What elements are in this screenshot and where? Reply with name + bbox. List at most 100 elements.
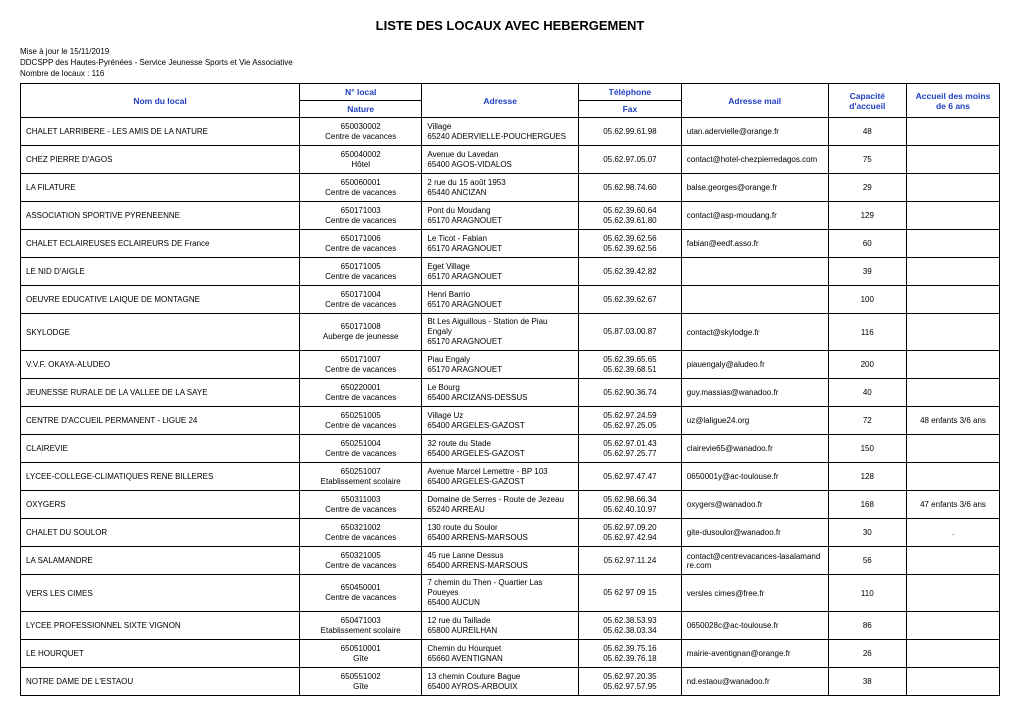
table-body: CHALET LARRIBERE - LES AMIS DE LA NATURE… — [21, 118, 1000, 696]
table-row: LYCEE PROFESSIONNEL SIXTE VIGNON65047100… — [21, 612, 1000, 640]
cell-nom: LE NID D'AIGLE — [21, 258, 300, 286]
cell-capacite: 129 — [828, 202, 906, 230]
cell-capacite: 128 — [828, 463, 906, 491]
cell-adresse: Eget Village65170 ARAGNOUET — [422, 258, 579, 286]
cell-tel-fax: 05.62.97.01.4305.62.97.25.77 — [579, 435, 682, 463]
cell-accueil — [906, 174, 999, 202]
cell-adresse: 12 rue du Taillade65800 AUREILHAN — [422, 612, 579, 640]
table-row: CHALET DU SOULOR650321002Centre de vacan… — [21, 519, 1000, 547]
cell-capacite: 60 — [828, 230, 906, 258]
table-row: VERS LES CIMES650450001Centre de vacance… — [21, 575, 1000, 612]
cell-adresse: Bt Les Aiguillous - Station de Piau Enga… — [422, 314, 579, 351]
meta-updated: Mise à jour le 15/11/2019 — [20, 47, 1000, 58]
th-num: N° local — [300, 84, 422, 101]
cell-num-nature: 650251004Centre de vacances — [300, 435, 422, 463]
cell-accueil — [906, 286, 999, 314]
cell-adresse: 32 route du Stade65400 ARGELES-GAZOST — [422, 435, 579, 463]
cell-nom: CHALET DU SOULOR — [21, 519, 300, 547]
cell-tel-fax: 05.62.39.62.5605.62.39.62.56 — [579, 230, 682, 258]
cell-mail: guy.massias@wanadoo.fr — [681, 379, 828, 407]
cell-accueil — [906, 202, 999, 230]
locaux-table: Nom du local N° local Adresse Téléphone … — [20, 83, 1000, 696]
table-row: CENTRE D'ACCUEIL PERMANENT - LIGUE 24650… — [21, 407, 1000, 435]
cell-accueil — [906, 146, 999, 174]
cell-accueil — [906, 230, 999, 258]
cell-accueil: 48 enfants 3/6 ans — [906, 407, 999, 435]
table-row: OXYGERS650311003Centre de vacancesDomain… — [21, 491, 1000, 519]
cell-capacite: 100 — [828, 286, 906, 314]
cell-mail: 0650028c@ac-toulouse.fr — [681, 612, 828, 640]
cell-adresse: Domaine de Serres - Route de Jezeau65240… — [422, 491, 579, 519]
cell-accueil — [906, 463, 999, 491]
cell-capacite: 75 — [828, 146, 906, 174]
cell-adresse: 7 chemin du Then - Quartier Las Poueyes6… — [422, 575, 579, 612]
meta-count: Nombre de locaux : 116 — [20, 69, 1000, 80]
cell-adresse: Pont du Moudang65170 ARAGNOUET — [422, 202, 579, 230]
cell-capacite: 29 — [828, 174, 906, 202]
cell-num-nature: 650551002Gîte — [300, 668, 422, 696]
table-row: CLAIREVIE650251004Centre de vacances32 r… — [21, 435, 1000, 463]
table-row: LYCEE-COLLEGE-CLIMATIQUES RENE BILLERES6… — [21, 463, 1000, 491]
cell-mail: oxygers@wanadoo.fr — [681, 491, 828, 519]
cell-tel-fax: 05.62.98.66.3405.62.40.10.97 — [579, 491, 682, 519]
cell-nom: LE HOURQUET — [21, 640, 300, 668]
th-nom: Nom du local — [21, 84, 300, 118]
th-tel: Téléphone — [579, 84, 682, 101]
cell-nom: CLAIREVIE — [21, 435, 300, 463]
cell-tel-fax: 05.62.97.24.5905.62.97.25.05 — [579, 407, 682, 435]
cell-mail: balse.georges@orange.fr — [681, 174, 828, 202]
cell-num-nature: 650060001Centre de vacances — [300, 174, 422, 202]
cell-nom: CHEZ PIERRE D'AGOS — [21, 146, 300, 174]
meta-service: DDCSPP des Hautes-Pyrénées - Service Jeu… — [20, 58, 1000, 69]
cell-num-nature: 650510001Gîte — [300, 640, 422, 668]
cell-nom: LYCEE PROFESSIONNEL SIXTE VIGNON — [21, 612, 300, 640]
cell-num-nature: 650040002Hôtel — [300, 146, 422, 174]
cell-num-nature: 650251005Centre de vacances — [300, 407, 422, 435]
cell-adresse: Le Bourg65400 ARCIZANS-DESSUS — [422, 379, 579, 407]
table-row: LE NID D'AIGLE650171005Centre de vacance… — [21, 258, 1000, 286]
cell-num-nature: 650220001Centre de vacances — [300, 379, 422, 407]
cell-tel-fax: 05.62.97.11.24 — [579, 547, 682, 575]
cell-tel-fax: 05.62.99.61.98 — [579, 118, 682, 146]
cell-capacite: 116 — [828, 314, 906, 351]
cell-num-nature: 650311003Centre de vacances — [300, 491, 422, 519]
cell-mail: mairie-aventignan@orange.fr — [681, 640, 828, 668]
cell-capacite: 30 — [828, 519, 906, 547]
cell-tel-fax: 05.62.39.65.6505.62.39.68.51 — [579, 351, 682, 379]
cell-accueil — [906, 314, 999, 351]
table-row: CHEZ PIERRE D'AGOS650040002HôtelAvenue d… — [21, 146, 1000, 174]
cell-accueil — [906, 668, 999, 696]
cell-accueil — [906, 575, 999, 612]
cell-accueil — [906, 612, 999, 640]
cell-nom: JEUNESSE RURALE DE LA VALLEE DE LA SAYE — [21, 379, 300, 407]
cell-nom: LYCEE-COLLEGE-CLIMATIQUES RENE BILLERES — [21, 463, 300, 491]
cell-tel-fax: 05.62.98.74.60 — [579, 174, 682, 202]
cell-num-nature: 650171007Centre de vacances — [300, 351, 422, 379]
cell-mail: uz@laligue24.org — [681, 407, 828, 435]
table-row: V.V.F. OKAYA-ALUDEO650171007Centre de va… — [21, 351, 1000, 379]
table-row: LE HOURQUET650510001GîteChemin du Hourqu… — [21, 640, 1000, 668]
cell-tel-fax: 05.62.90.36.74 — [579, 379, 682, 407]
cell-capacite: 39 — [828, 258, 906, 286]
cell-mail: contact@asp-moudang.fr — [681, 202, 828, 230]
cell-accueil — [906, 435, 999, 463]
cell-num-nature: 650030002Centre de vacances — [300, 118, 422, 146]
cell-mail — [681, 258, 828, 286]
table-row: CHALET ECLAIREUSES ECLAIREURS DE France6… — [21, 230, 1000, 258]
cell-adresse: Village Uz65400 ARGELES-GAZOST — [422, 407, 579, 435]
table-row: JEUNESSE RURALE DE LA VALLEE DE LA SAYE6… — [21, 379, 1000, 407]
cell-mail: piauengaly@aludeo.fr — [681, 351, 828, 379]
cell-mail: contact@skylodge.fr — [681, 314, 828, 351]
cell-num-nature: 650171003Centre de vacances — [300, 202, 422, 230]
cell-num-nature: 650171008Auberge de jeunesse — [300, 314, 422, 351]
cell-nom: V.V.F. OKAYA-ALUDEO — [21, 351, 300, 379]
cell-mail — [681, 286, 828, 314]
cell-tel-fax: 05.87.03.00.87 — [579, 314, 682, 351]
cell-adresse: Avenue Marcel Lemettre - BP 10365400 ARG… — [422, 463, 579, 491]
cell-num-nature: 650450001Centre de vacances — [300, 575, 422, 612]
cell-adresse: 45 rue Lanne Dessus65400 ARRENS-MARSOUS — [422, 547, 579, 575]
th-fax: Fax — [579, 101, 682, 118]
cell-capacite: 56 — [828, 547, 906, 575]
cell-nom: CENTRE D'ACCUEIL PERMANENT - LIGUE 24 — [21, 407, 300, 435]
cell-mail: gite-dusoulor@wanadoo.fr — [681, 519, 828, 547]
